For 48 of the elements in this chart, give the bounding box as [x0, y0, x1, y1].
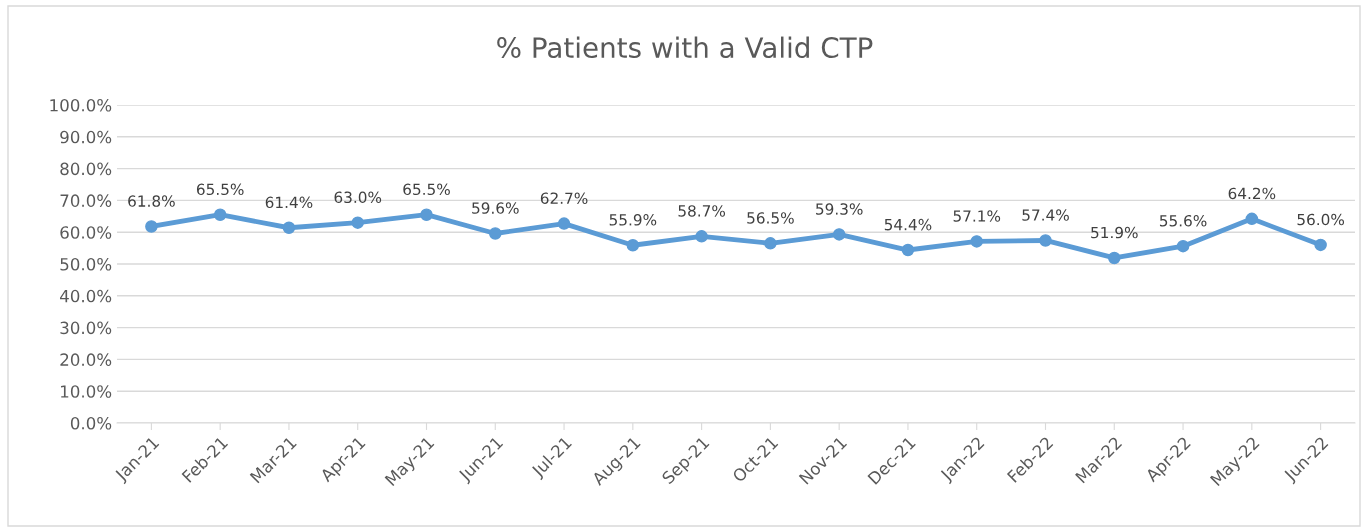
y-tick-label: 100.0%	[50, 98, 112, 112]
point	[489, 227, 502, 240]
y-tick-label: 90.0%	[60, 130, 112, 144]
data-label: 59.3%	[816, 203, 863, 215]
point	[695, 230, 708, 243]
data-label: 59.6%	[472, 202, 519, 214]
data-label: 64.2%	[1228, 187, 1276, 200]
y-tick-label: 80.0%	[60, 162, 112, 176]
point	[1314, 238, 1327, 252]
data-label: 58.7%	[678, 205, 726, 217]
data-label: 57.4%	[1022, 209, 1069, 221]
point	[1039, 234, 1052, 247]
point	[213, 208, 227, 221]
data-label: 61.8%	[128, 195, 175, 207]
y-tick-label: 0.0%	[70, 416, 112, 430]
point	[832, 228, 846, 241]
data-label: 55.6%	[1159, 215, 1207, 227]
point	[1245, 212, 1259, 226]
data-label: 65.5%	[403, 183, 450, 196]
y-tick-label: 10.0%	[61, 385, 112, 398]
data-label: 55.9%	[609, 214, 657, 226]
point	[282, 221, 296, 234]
data-label: 51.9%	[1091, 226, 1138, 239]
point	[351, 216, 364, 229]
data-label: 56.5%	[747, 212, 794, 224]
chart-title: % Patients with a Valid CTP	[497, 36, 873, 59]
point	[1108, 251, 1121, 265]
data-label: 56.0%	[1297, 213, 1345, 226]
y-tick-label: 40.0%	[60, 289, 112, 303]
point	[557, 217, 571, 230]
point	[970, 235, 983, 248]
point	[1176, 239, 1190, 253]
point	[626, 238, 640, 252]
data-label: 57.1%	[953, 210, 1001, 222]
y-tick-label: 20.0%	[60, 353, 112, 366]
y-tick-label: 30.0%	[60, 321, 112, 335]
point	[420, 208, 433, 221]
point	[145, 220, 158, 233]
point	[901, 243, 915, 257]
data-label: 61.4%	[265, 196, 313, 209]
y-tick-label: 50.0%	[60, 257, 112, 271]
data-label: 62.7%	[540, 192, 588, 204]
data-label: 54.4%	[884, 218, 932, 231]
y-tick-label: 70.0%	[60, 194, 112, 207]
point	[764, 237, 777, 250]
y-tick-label: 60.0%	[60, 226, 112, 239]
data-label: 65.5%	[196, 183, 244, 196]
data-label: 63.0%	[334, 191, 382, 204]
